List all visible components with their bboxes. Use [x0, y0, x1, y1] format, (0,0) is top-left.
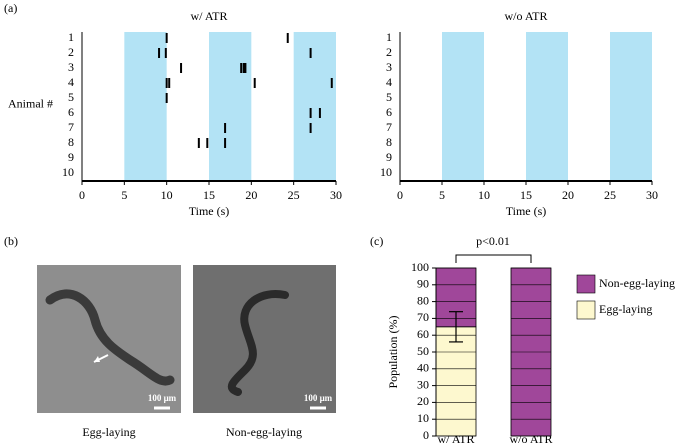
x-tick-label: 25: [604, 188, 616, 202]
y-tick-label: 70: [417, 310, 429, 324]
x-tick-label: w/ ATR: [437, 432, 474, 446]
stimulus-period: [293, 32, 336, 181]
y-tick-label: 30: [417, 377, 429, 391]
x-axis-label: Time (s): [506, 204, 547, 218]
worm: [45, 289, 175, 386]
y-tick-label: 1: [68, 30, 74, 44]
y-tick-label: 6: [386, 105, 392, 119]
x-tick-label: 15: [520, 188, 532, 202]
chart-title: w/o ATR: [504, 9, 547, 23]
y-tick-label: 1: [386, 30, 392, 44]
panel-label: (a): [4, 1, 17, 15]
stimulus-period: [442, 32, 484, 181]
y-tick-label: 10: [380, 165, 392, 179]
y-tick-label: 60: [417, 327, 429, 341]
legend-swatch: [576, 274, 596, 294]
y-tick-label: 8: [68, 135, 74, 149]
stimulus-period: [209, 32, 252, 181]
y-tick-label: 10: [417, 411, 429, 425]
y-tick-label: 2: [68, 45, 74, 59]
y-tick-label: 4: [68, 75, 74, 89]
y-tick-label: 40: [417, 361, 429, 375]
y-tick-label: 50: [417, 344, 429, 358]
y-axis-label: Population (%): [386, 316, 400, 389]
x-tick-label: 20: [562, 188, 574, 202]
scale-bar-label: 100 μm: [304, 393, 333, 403]
legend-swatch: [576, 300, 596, 320]
y-tick-label: 100: [411, 260, 429, 274]
stimulus-period: [610, 32, 652, 181]
worm: [227, 290, 289, 396]
x-tick-label: 5: [439, 188, 445, 202]
y-tick-label: 9: [386, 150, 392, 164]
photo-caption: Non-egg-laying: [226, 425, 302, 439]
x-tick-label: 10: [478, 188, 490, 202]
y-tick-label: 3: [68, 60, 74, 74]
y-tick-label: 2: [386, 45, 392, 59]
chart-title: w/ ATR: [190, 9, 227, 23]
significance-bracket: [455, 254, 532, 263]
y-tick-label: 6: [68, 105, 74, 119]
x-tick-label: 30: [330, 188, 342, 202]
y-tick-label: 5: [68, 90, 74, 104]
x-tick-label: 0: [79, 188, 85, 202]
x-tick-label: 25: [288, 188, 300, 202]
legend-label: Non-egg-laying: [599, 276, 675, 290]
annotation: p<0.01: [476, 234, 510, 248]
y-tick-label: 4: [386, 75, 392, 89]
photo-egg-laying: 100 μm: [37, 265, 181, 413]
stimulus-period: [124, 32, 167, 181]
photo-background: [193, 265, 336, 413]
y-tick-label: 0: [423, 428, 429, 442]
arrow-head: [94, 356, 100, 362]
x-tick-label: w/o ATR: [509, 432, 552, 446]
x-tick-label: 30: [646, 188, 658, 202]
y-axis-label: Animal #: [8, 96, 53, 110]
x-tick-label: 20: [245, 188, 257, 202]
photo-non-egg-laying: 100 μm: [193, 265, 336, 413]
y-tick-label: 3: [386, 60, 392, 74]
panel-label: (c): [370, 234, 383, 248]
y-tick-label: 90: [417, 277, 429, 291]
x-tick-label: 10: [161, 188, 173, 202]
y-tick-label: 5: [386, 90, 392, 104]
scale-bar-label: 100 μm: [148, 393, 177, 403]
x-tick-label: 0: [397, 188, 403, 202]
y-tick-label: 7: [386, 120, 392, 134]
y-tick-label: 20: [417, 394, 429, 408]
y-tick-label: 10: [62, 165, 74, 179]
y-tick-label: 80: [417, 293, 429, 307]
stimulus-period: [526, 32, 568, 181]
x-tick-label: 15: [203, 188, 215, 202]
photo-caption: Egg-laying: [82, 425, 135, 439]
panel-label: (b): [4, 234, 18, 248]
x-axis-label: Time (s): [189, 204, 230, 218]
x-tick-label: 5: [121, 188, 127, 202]
legend-label: Egg-laying: [599, 302, 652, 316]
bar-segment: [435, 326, 477, 437]
y-tick-label: 8: [386, 135, 392, 149]
y-tick-label: 7: [68, 120, 74, 134]
y-tick-label: 9: [68, 150, 74, 164]
